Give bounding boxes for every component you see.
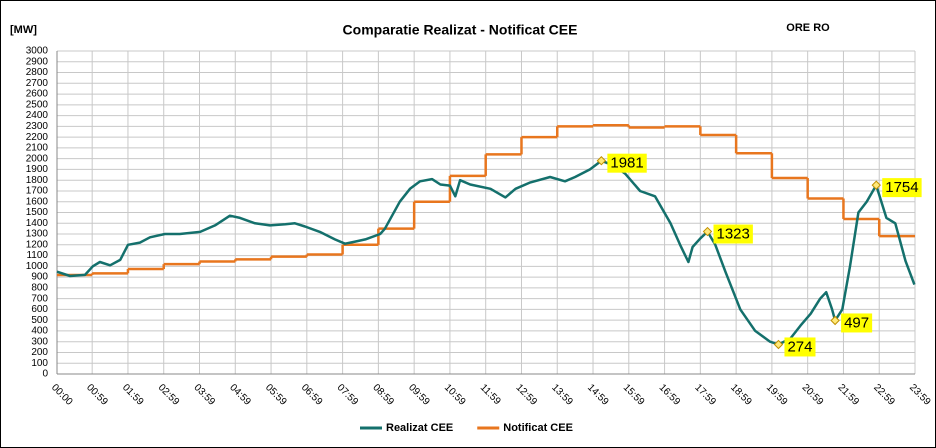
y-tick-label: 200 (31, 347, 48, 358)
y-tick-label: 2500 (26, 99, 49, 110)
y-tick-label: 600 (31, 304, 48, 315)
annotation: 497 (841, 313, 873, 333)
y-tick-label: 2600 (26, 89, 49, 100)
y-tick-label: 100 (31, 358, 48, 369)
legend-label: Notificat CEE (503, 422, 573, 434)
annotation-box (607, 153, 647, 173)
annotation-label: 497 (844, 314, 869, 331)
chart-title: Comparatie Realizat - Notificat CEE (343, 22, 578, 38)
annotation: 1754 (882, 178, 922, 198)
y-tick-label: 2900 (26, 56, 49, 67)
annotation-marker (871, 180, 881, 190)
y-tick-label: 700 (31, 293, 48, 304)
y-tick-label: 800 (31, 283, 48, 294)
y-tick-label: 1700 (26, 186, 49, 197)
y-tick-label: 500 (31, 315, 48, 326)
y-tick-label: 2700 (26, 78, 49, 89)
y-tick-label: 1200 (26, 239, 49, 250)
y-tick-label: 2300 (26, 121, 49, 132)
y-tick-label: 1000 (26, 261, 49, 272)
annotation-marker (702, 226, 713, 237)
y-tick-label: 300 (31, 336, 48, 347)
series-line (56, 159, 916, 346)
annotation-marker (773, 339, 784, 350)
y-tick-label: 2400 (26, 110, 49, 121)
annotation-box (841, 313, 873, 333)
y-tick-label: 2100 (26, 143, 49, 154)
annotation-box (882, 178, 922, 198)
y-tick-label: 1300 (26, 229, 49, 240)
y-tick-label: 0 (42, 369, 48, 380)
y-tick-label: 1800 (26, 175, 49, 186)
annotation-marker (830, 315, 840, 326)
y-tick-label: 1600 (26, 196, 49, 207)
y-tick-label: 2000 (26, 153, 49, 164)
y-tick-label: 900 (31, 272, 48, 283)
y-tick-label: 2800 (26, 67, 49, 78)
y-axis-label: [MW] (10, 24, 37, 36)
y-tick-label: 2200 (26, 132, 49, 143)
annotation-box (784, 337, 816, 357)
annotation: 1323 (713, 224, 753, 244)
y-tick-label: 1500 (26, 207, 49, 218)
annotation-label: 1981 (610, 155, 643, 172)
chart-subtitle: ORE RO (786, 22, 830, 34)
annotation-label: 1754 (885, 179, 918, 196)
y-tick-label: 1100 (26, 250, 48, 261)
y-tick-label: 1400 (26, 218, 49, 229)
annotation-box (713, 224, 753, 244)
y-tick-label: 400 (31, 326, 48, 337)
annotation-label: 1323 (717, 226, 750, 243)
y-tick-label: 3000 (26, 46, 49, 57)
annotation: 274 (784, 337, 816, 357)
annotation: 1981 (607, 153, 647, 173)
annotation-marker (596, 156, 607, 166)
legend-label: Realizat CEE (386, 422, 453, 434)
y-tick-label: 1900 (26, 164, 49, 175)
annotation-label: 274 (787, 338, 812, 355)
